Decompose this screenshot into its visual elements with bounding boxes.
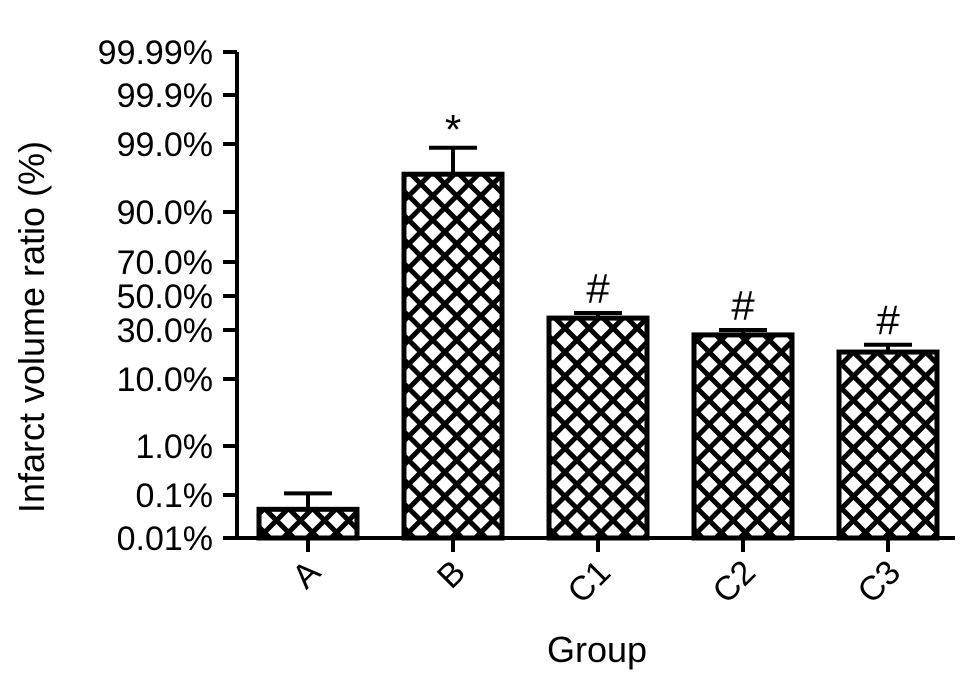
bar-A [256,506,360,541]
x-axis-label: Group [547,629,647,670]
bar-B [401,171,505,541]
y-tick-label: 10.0% [117,361,213,399]
bars-group: * # # # [256,106,940,541]
y-tick-label: 0.01% [117,520,213,558]
bar-C1 [546,315,650,541]
x-axis: A B C1 C2 C3 [235,536,955,611]
y-tick-label: 99.0% [117,126,213,164]
y-tick-label: 99.9% [117,77,213,115]
y-tick-label: 50.0% [117,278,213,316]
y-tick-label: 99.99% [98,34,213,72]
significance-marker: * [445,106,461,153]
y-axis: 0.01% 0.1% 1.0% 10.0% 30.0%50.0%70.0% 90.0% 99… [98,34,239,558]
x-tick-label: B [430,553,473,596]
significance-marker: # [876,297,900,344]
significance-marker: # [586,265,610,312]
y-tick-label: 30.0% [117,312,213,350]
y-tick-label: 1.0% [136,428,214,466]
bar-C3 [836,349,940,541]
significance-marker: # [731,282,755,329]
x-tick-label: C1 [560,553,618,611]
x-tick-label: C2 [705,553,763,611]
x-tick-label: A [285,553,328,596]
x-tick-label: C3 [850,553,908,611]
y-tick-label: 70.0% [117,244,213,282]
y-tick-label: 0.1% [136,477,214,515]
bar-C2 [691,332,795,541]
y-tick-label: 90.0% [117,194,213,232]
y-axis-label: Infarct volume ratio (%) [11,141,52,513]
